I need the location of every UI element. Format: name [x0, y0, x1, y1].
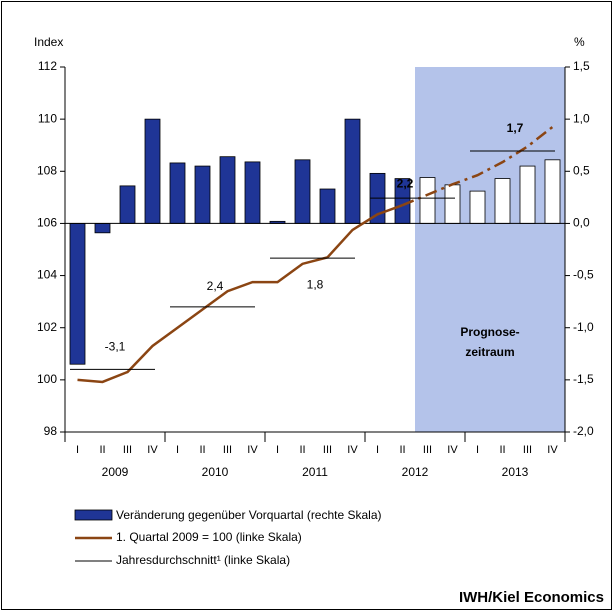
x-tick-label: III — [523, 444, 532, 456]
x-tick-label: II — [99, 444, 105, 456]
legend-label: Veränderung gegenüber Vorquartal (rechte… — [116, 508, 382, 522]
y2-tick-label: -1,5 — [573, 372, 594, 386]
bar — [169, 162, 186, 224]
y2-tick-label: 0,0 — [573, 216, 590, 230]
x-tick-label: III — [123, 444, 132, 456]
x-tick-label: II — [399, 444, 405, 456]
x-tick-label: IV — [347, 444, 358, 456]
year-label: 2010 — [202, 465, 229, 479]
bar — [469, 190, 486, 224]
growth-label: 1,8 — [307, 277, 324, 291]
x-tick-label: IV — [547, 444, 558, 456]
y-tick-label: 112 — [38, 59, 57, 73]
y2-tick-label: -2,0 — [573, 424, 594, 438]
year-label: 2013 — [502, 465, 529, 479]
bar — [144, 118, 161, 224]
y2-tick-label: -1,0 — [573, 320, 594, 334]
y2-axis-label: % — [574, 35, 585, 49]
x-tick-label: I — [76, 444, 79, 456]
x-tick-label: I — [276, 444, 279, 456]
x-tick-label: III — [323, 444, 332, 456]
bar — [244, 161, 261, 224]
bar — [219, 156, 236, 224]
x-tick-label: I — [376, 444, 379, 456]
source: IWH/Kiel Economics — [459, 589, 604, 606]
y-tick-label: 110 — [38, 111, 57, 125]
y-axis-label: Index — [34, 35, 63, 49]
bar — [519, 165, 536, 224]
y-tick-label: 104 — [37, 268, 57, 282]
bar — [494, 178, 511, 224]
forecast-label: Prognose- — [460, 325, 519, 339]
x-tick-label: IV — [447, 444, 458, 456]
bar — [194, 165, 211, 224]
growth-label: -3,1 — [105, 340, 126, 354]
bar — [69, 223, 86, 365]
x-tick-label: III — [223, 444, 232, 456]
x-tick-label: II — [299, 444, 305, 456]
x-tick-label: IV — [247, 444, 258, 456]
x-tick-label: I — [476, 444, 479, 456]
bar — [544, 159, 561, 224]
legend-label: 1. Quartal 2009 = 100 (linke Skala) — [116, 530, 302, 544]
x-tick-label: II — [499, 444, 505, 456]
y2-tick-label: 0,5 — [573, 163, 590, 177]
bar — [94, 223, 111, 234]
y-tick-label: 100 — [37, 372, 57, 386]
y-tick-label: 98 — [44, 424, 58, 438]
year-label: 2009 — [102, 465, 129, 479]
year-label: 2011 — [302, 465, 328, 479]
x-tick-label: I — [176, 444, 179, 456]
bar — [319, 188, 336, 224]
legend-label: Jahresdurchschnitt¹ (linke Skala) — [116, 553, 290, 567]
y2-tick-label: -0,5 — [573, 268, 594, 282]
y-tick-label: 106 — [37, 216, 57, 230]
line — [402, 125, 554, 207]
x-tick-label: III — [423, 444, 432, 456]
y-tick-label: 102 — [37, 320, 57, 334]
y-tick-label: 108 — [37, 163, 57, 177]
growth-label: 2,2 — [397, 176, 414, 190]
growth-label: 2,4 — [207, 279, 224, 293]
y2-tick-label: 1,0 — [573, 111, 590, 125]
bar — [419, 177, 436, 224]
bar — [294, 159, 311, 224]
legend-swatch — [74, 509, 113, 521]
x-tick-label: IV — [147, 444, 158, 456]
forecast-area — [415, 67, 565, 432]
bar — [344, 118, 361, 224]
line — [77, 204, 403, 384]
x-tick-label: II — [199, 444, 205, 456]
bar — [119, 185, 136, 224]
year-label: 2012 — [402, 465, 429, 479]
bar — [444, 184, 461, 224]
growth-label: 1,7 — [507, 121, 524, 135]
forecast-label: zeitraum — [465, 345, 514, 359]
y2-tick-label: 1,5 — [573, 59, 590, 73]
